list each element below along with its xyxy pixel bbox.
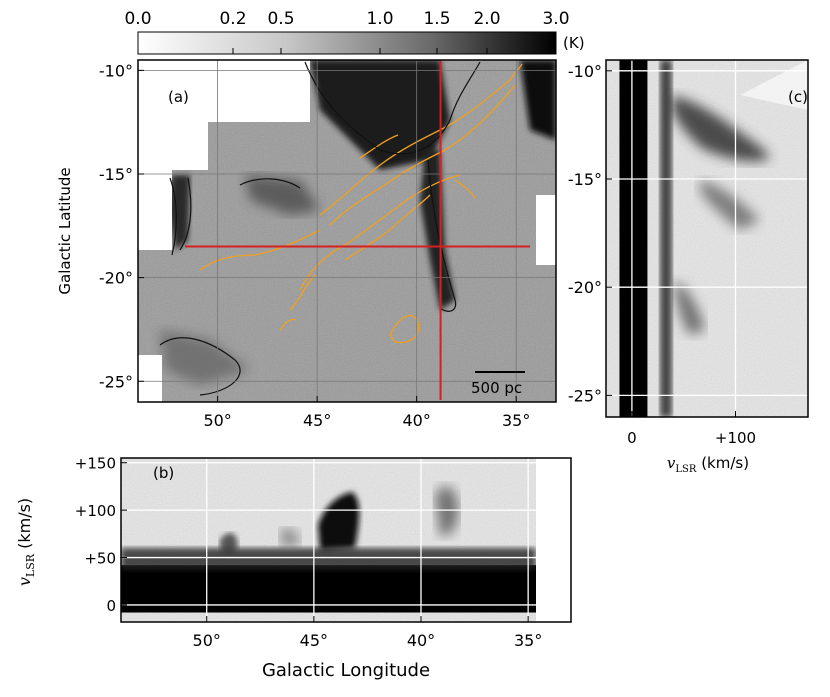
panel-b-y-axis-label: vLSR (km/s) xyxy=(15,498,37,586)
y-tick-label: +50 xyxy=(84,550,116,568)
y-tick-label: -25° xyxy=(568,386,602,405)
x-tick-label: 35° xyxy=(514,631,542,650)
colorbar-scale xyxy=(137,31,557,55)
colorbar-tick-label: 0.0 xyxy=(124,9,151,29)
colorbar-tick-label: 3.0 xyxy=(542,9,569,29)
panel-c-x-axis-label: vLSR (km/s) xyxy=(667,454,749,475)
x-tick-label: 50° xyxy=(203,411,231,430)
colorbar-tick-label: 1.0 xyxy=(366,9,393,29)
x-tick-label: 0 xyxy=(627,429,637,447)
x-tick-label: +100 xyxy=(715,429,756,447)
y-tick-label: -10° xyxy=(568,62,602,81)
panel-a-y-axis-label: Galactic Latitude xyxy=(56,167,74,294)
colorbar-tick-label: 1.5 xyxy=(423,9,450,29)
panel-c-grid xyxy=(606,60,808,417)
panel-a-grid xyxy=(138,60,556,402)
colorbar-tick-label: 0.5 xyxy=(267,9,294,29)
dark-emission-left xyxy=(168,175,190,250)
y-tick-label: -20° xyxy=(568,278,602,297)
panel-a-ticks: 50° 45° 40° 35° -10° -15° -20° -25° xyxy=(99,61,531,430)
y-tick-label: -10° xyxy=(99,61,133,80)
x-tick-label: 40° xyxy=(402,411,430,430)
y-tick-label: +100 xyxy=(75,502,116,520)
y-tick-label: -25° xyxy=(99,372,133,391)
panel-c-ticks: 0 +100 -10° -15° -20° -25° xyxy=(568,62,756,447)
y-tick-label: -20° xyxy=(99,269,133,288)
panel-b-x-axis-label: Galactic Longitude xyxy=(262,660,430,681)
panel-b-grid xyxy=(121,458,571,622)
panel-a-frame xyxy=(137,59,557,403)
black-contours xyxy=(159,61,481,396)
y-tick-label: +150 xyxy=(75,455,116,473)
panel-c-label: (c) xyxy=(788,88,808,106)
panel-b-label: (b) xyxy=(153,464,174,482)
panel-c-frame xyxy=(605,59,809,418)
y-tick-label: -15° xyxy=(568,170,602,189)
panel-b-longitude-velocity: (b) 50° 45° 40° 35° +150 +100 +50 0 Galactic Lo… xyxy=(15,455,572,681)
panel-a-label: (a) xyxy=(168,88,189,106)
x-tick-label: 45° xyxy=(300,631,328,650)
colorbar-ticks: 0.0 0.2 0.5 1.0 1.5 2.0 3.0 xyxy=(124,9,570,54)
x-tick-label: 40° xyxy=(407,631,435,650)
panel-b-frame xyxy=(120,457,572,623)
colorbar: 0.0 0.2 0.5 1.0 1.5 2.0 3.0 (K) xyxy=(124,9,585,55)
x-tick-label: 35° xyxy=(502,411,530,430)
colorbar-unit: (K) xyxy=(563,34,585,52)
x-tick-label: 45° xyxy=(303,411,331,430)
high-velocity-cloud xyxy=(318,492,360,550)
scale-bar-label: 500 pc xyxy=(471,379,522,397)
colorbar-tick-label: 2.0 xyxy=(473,9,500,29)
x-tick-label: 50° xyxy=(193,631,221,650)
colorbar-tick-label: 0.2 xyxy=(219,9,246,29)
y-tick-label: 0 xyxy=(106,597,116,615)
y-tick-label: -15° xyxy=(99,165,133,184)
panel-b-ticks: 50° 45° 40° 35° +150 +100 +50 0 xyxy=(75,455,543,650)
low-velocity-emission-band xyxy=(619,60,648,417)
emission-structure xyxy=(672,95,770,162)
panel-c-velocity-latitude: (c) 0 +100 -10° -15° -20° -25° vLSR (km/s) xyxy=(568,59,809,475)
no-data-region xyxy=(208,60,310,122)
panel-a-map: 500 pc (a) 50° 45° 40° 35°-10°-15°-20°-25° … xyxy=(56,59,557,430)
